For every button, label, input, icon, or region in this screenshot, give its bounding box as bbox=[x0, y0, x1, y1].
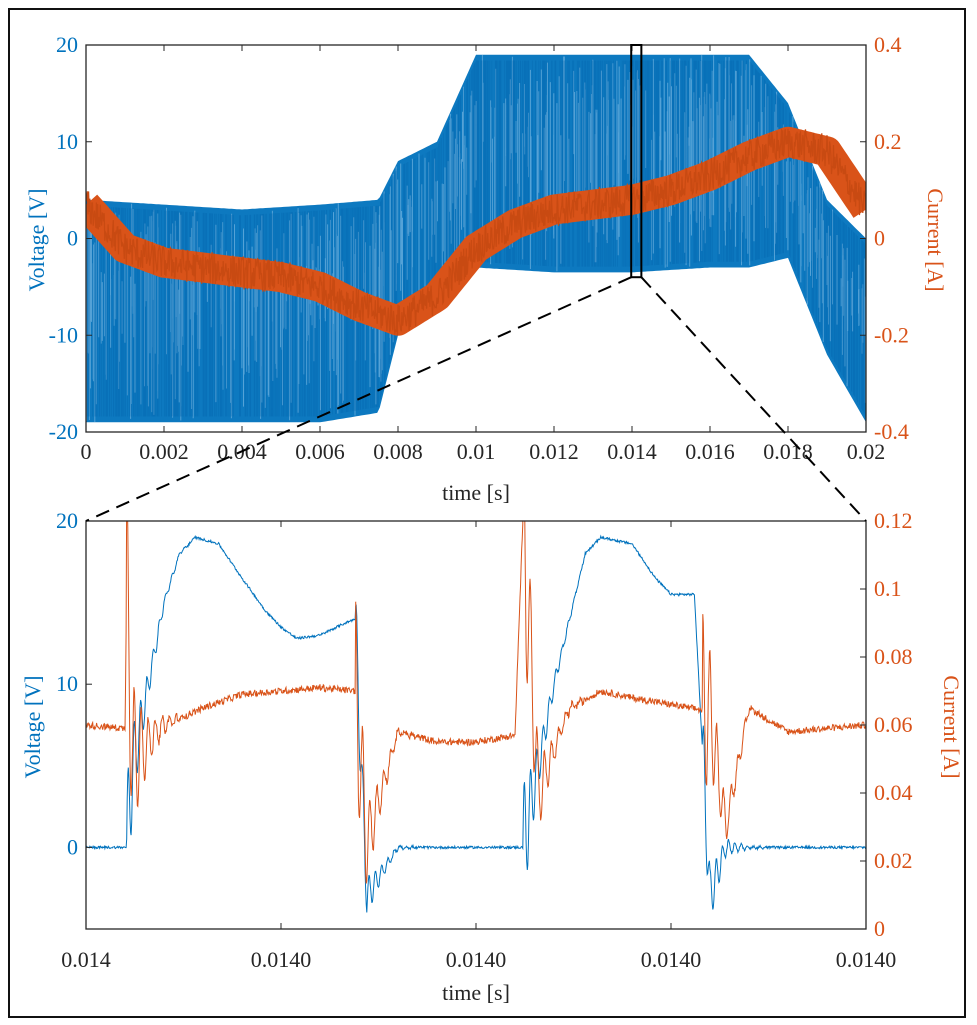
top-x-tick-label: 0.014 bbox=[607, 439, 657, 464]
bottom-x-axis-label: time [s] bbox=[442, 980, 510, 1005]
bot-x-tick-label: 0.0140 bbox=[641, 947, 702, 972]
bot-x-tick-label: 0.014 bbox=[61, 947, 111, 972]
top-right-tick-label: 0.4 bbox=[874, 32, 902, 57]
bottom-current-trace bbox=[86, 521, 866, 884]
figure-frame bbox=[8, 8, 966, 1018]
bot-right-tick-label: 0 bbox=[874, 916, 885, 941]
top-x-tick-label: 0.016 bbox=[685, 439, 735, 464]
top-x-tick-label: 0.002 bbox=[139, 439, 189, 464]
top-left-tick-label: 20 bbox=[56, 32, 78, 57]
top-right-y-axis-label: Current [A] bbox=[923, 188, 948, 291]
bot-left-tick-label: 0 bbox=[67, 834, 78, 859]
top-x-tick-label: 0.006 bbox=[295, 439, 345, 464]
bottom-voltage-trace bbox=[86, 534, 866, 913]
top-right-tick-label: 0.2 bbox=[874, 129, 902, 154]
top-right-tick-label: -0.2 bbox=[874, 322, 909, 347]
bottom-right-y-axis-label: Current [A] bbox=[939, 675, 964, 778]
top-x-tick-label: 0.02 bbox=[847, 439, 886, 464]
bottom-chart: 0.014 0.0140 0.0140 0.0140 0.0140 20 10 0 0.12 0.… bbox=[20, 508, 964, 1005]
zoom-connector-right bbox=[640, 276, 867, 522]
bot-right-tick-label: 0.08 bbox=[874, 644, 913, 669]
top-current-noise bbox=[86, 128, 866, 336]
top-left-tick-label: -20 bbox=[49, 419, 78, 444]
bot-left-tick-label: 10 bbox=[56, 671, 78, 696]
top-x-tick-label: 0.01 bbox=[457, 439, 496, 464]
top-chart: 00.0020.0040.0060.0080.010.0120.0140.016… bbox=[24, 32, 948, 505]
top-x-tick-label: 0.018 bbox=[763, 439, 813, 464]
zoom-box bbox=[630, 44, 643, 279]
bot-x-tick-label: 0.0140 bbox=[251, 947, 312, 972]
bottom-left-y-axis-label: Voltage [V] bbox=[20, 676, 45, 779]
zoom-connector-left bbox=[85, 276, 632, 522]
top-left-tick-label: -10 bbox=[49, 322, 78, 347]
top-left-y-axis-label: Voltage [V] bbox=[24, 189, 49, 292]
bot-right-tick-label: 0.1 bbox=[874, 576, 902, 601]
top-x-axis-label: time [s] bbox=[442, 480, 510, 505]
bot-x-tick-label: 0.0140 bbox=[836, 947, 897, 972]
bot-left-tick-label: 20 bbox=[56, 508, 78, 533]
top-left-tick-label: 0 bbox=[67, 226, 78, 251]
top-right-tick-label: 0 bbox=[874, 226, 885, 251]
top-right-tick-label: -0.4 bbox=[874, 419, 909, 444]
bot-right-tick-label: 0.02 bbox=[874, 848, 913, 873]
top-x-tick-label: 0.012 bbox=[529, 439, 579, 464]
bot-right-tick-label: 0.12 bbox=[874, 508, 913, 533]
top-x-tick-label: 0 bbox=[81, 439, 92, 464]
top-x-tick-label: 0.008 bbox=[373, 439, 423, 464]
bottom-plot-box bbox=[85, 520, 867, 930]
bot-right-tick-label: 0.04 bbox=[874, 780, 913, 805]
zoom-indicator bbox=[85, 44, 867, 522]
top-left-tick-label: 10 bbox=[56, 129, 78, 154]
bot-x-tick-label: 0.0140 bbox=[446, 947, 507, 972]
bot-right-tick-label: 0.06 bbox=[874, 712, 913, 737]
